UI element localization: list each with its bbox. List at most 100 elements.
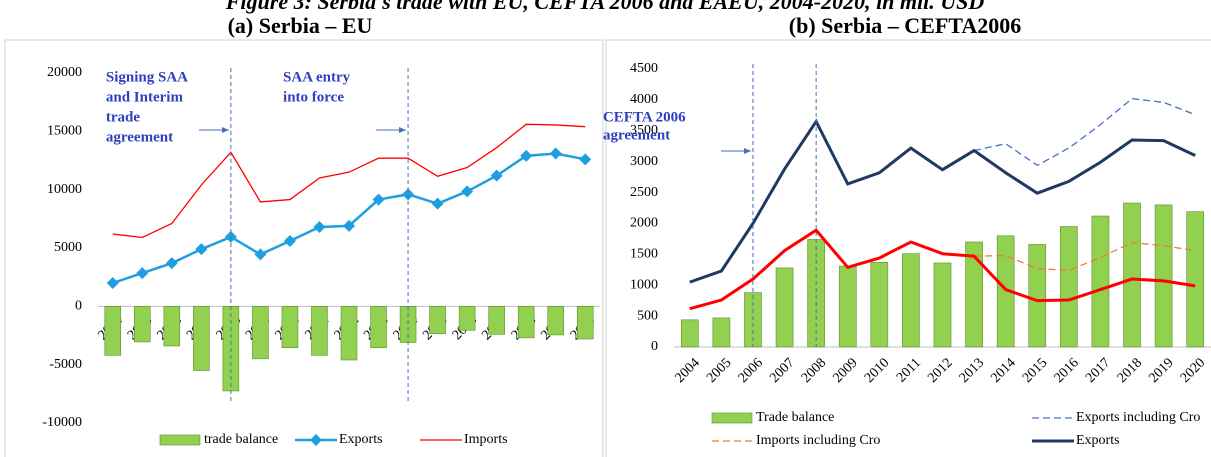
bar xyxy=(712,317,731,348)
bar xyxy=(775,267,794,348)
bar xyxy=(1091,215,1110,348)
legend-swatch xyxy=(159,434,201,446)
x-tick-label: 2006 xyxy=(736,355,766,385)
legend-label: Exports xyxy=(1076,433,1120,448)
annotation-text: agreement xyxy=(603,127,670,143)
chart-title: (b) Serbia – CEFTA2006 xyxy=(789,13,1021,38)
x-tick-label: 2008 xyxy=(799,355,829,385)
annotation-text: agreement xyxy=(106,129,173,145)
y-tick-label: 1000 xyxy=(630,277,658,292)
bar xyxy=(933,262,952,348)
bar xyxy=(104,306,122,356)
line xyxy=(973,97,1196,167)
x-tick-label: 2011 xyxy=(894,355,924,385)
marker xyxy=(372,193,385,206)
annotation-text: SAA entry xyxy=(283,69,351,85)
x-tick-label: 2012 xyxy=(925,355,955,385)
bar xyxy=(1186,211,1205,348)
marker xyxy=(490,169,503,182)
figure-title: Figure 3: Serbia's trade with EU, CEFTA … xyxy=(225,0,985,14)
bar xyxy=(1154,204,1173,348)
legend-label: Exports including Cro xyxy=(1076,410,1200,425)
annotation-text: into force xyxy=(283,89,344,105)
panel-b-frame xyxy=(605,39,1211,457)
bar xyxy=(517,306,535,339)
chart-title: (a) Serbia – EU xyxy=(228,13,373,38)
y-tick-label: 2000 xyxy=(630,216,658,231)
annotation-text: trade xyxy=(106,109,140,125)
x-tick-label: 2019 xyxy=(1146,355,1176,385)
legend-label: Imports xyxy=(464,432,508,447)
line xyxy=(689,118,1196,284)
bar xyxy=(965,241,983,348)
annotation-text: CEFTA 2006 xyxy=(603,109,686,125)
marker xyxy=(106,277,119,289)
x-tick-label: 2015 xyxy=(1020,355,1050,385)
marker xyxy=(549,147,562,160)
bar xyxy=(1123,202,1141,348)
y-tick-label: 2500 xyxy=(630,185,658,200)
annotation-text: and Interim xyxy=(106,89,184,105)
bar xyxy=(193,306,210,371)
x-tick-label: 2010 xyxy=(862,355,892,385)
marker xyxy=(313,221,326,233)
marker xyxy=(283,235,296,247)
y-tick-label: 3500 xyxy=(630,123,658,138)
bar xyxy=(488,306,505,335)
y-tick-label: 3000 xyxy=(630,154,658,169)
y-tick-label: 0 xyxy=(651,339,658,354)
bar xyxy=(838,265,857,348)
y-tick-label: -5000 xyxy=(49,357,82,372)
x-tick-label: 2009 xyxy=(830,355,860,385)
line xyxy=(112,123,586,239)
line xyxy=(112,152,586,285)
marker xyxy=(520,149,533,162)
x-tick-label: 2013 xyxy=(957,355,987,385)
bar xyxy=(311,306,328,356)
bar xyxy=(547,306,564,336)
legend-marker xyxy=(310,434,322,446)
legend-label: trade balance xyxy=(204,432,278,447)
bar xyxy=(252,306,269,360)
y-tick-label: -10000 xyxy=(42,415,82,430)
y-tick-label: 0 xyxy=(75,299,82,314)
marker xyxy=(136,267,149,280)
marker xyxy=(343,219,355,232)
bar xyxy=(458,306,476,331)
x-tick-label: 2007 xyxy=(767,355,797,385)
x-tick-label: 2018 xyxy=(1115,355,1145,385)
legend-label: Trade balance xyxy=(756,410,834,425)
x-tick-label: 2016 xyxy=(1052,355,1082,385)
x-tick-label: 2005 xyxy=(704,355,734,385)
marker xyxy=(431,197,444,210)
marker xyxy=(461,185,474,198)
legend-label: Exports xyxy=(339,432,383,447)
marker xyxy=(165,257,178,270)
y-tick-label: 20000 xyxy=(47,65,82,80)
x-tick-label: 2020 xyxy=(1178,355,1208,385)
bar xyxy=(1028,244,1047,348)
x-tick-label: 2017 xyxy=(1083,355,1113,385)
bar xyxy=(163,306,181,347)
bar xyxy=(870,262,889,348)
bar xyxy=(340,306,358,361)
marker xyxy=(254,248,267,261)
y-tick-label: 4000 xyxy=(630,92,658,107)
y-tick-label: 1500 xyxy=(630,247,658,262)
y-tick-label: 500 xyxy=(637,308,658,323)
annotation-text: Signing SAA xyxy=(106,69,188,85)
y-tick-label: 15000 xyxy=(47,124,82,139)
bar xyxy=(429,306,446,335)
x-tick-label: 2014 xyxy=(988,355,1018,385)
x-tick-label: 2004 xyxy=(672,355,702,385)
legend-swatch xyxy=(711,412,753,424)
bar xyxy=(680,319,699,348)
bar xyxy=(134,306,151,343)
bar xyxy=(576,306,594,340)
panel-a-frame xyxy=(4,39,604,457)
y-tick-label: 4500 xyxy=(630,61,658,76)
line xyxy=(974,241,1196,272)
y-tick-label: 10000 xyxy=(47,182,82,197)
bar xyxy=(281,306,299,349)
